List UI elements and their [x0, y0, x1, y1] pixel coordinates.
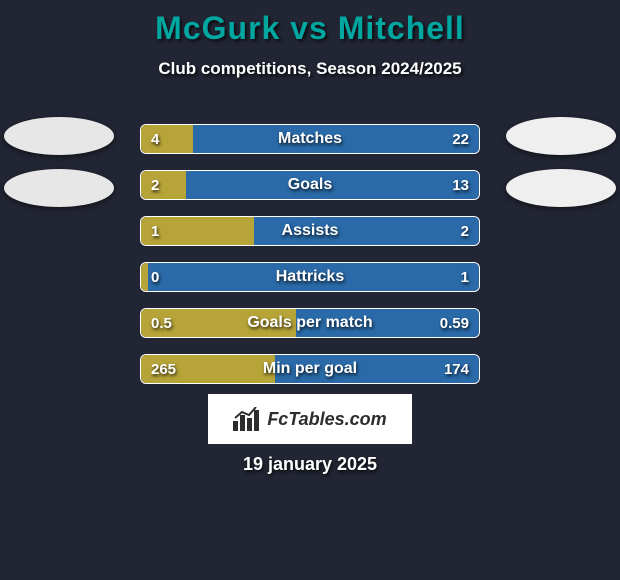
- subtitle: Club competitions, Season 2024/2025: [0, 59, 620, 79]
- club-badge-right-2: [506, 169, 616, 207]
- stat-value-right: 22: [452, 125, 469, 153]
- stat-row: 0.50.59Goals per match: [140, 308, 480, 338]
- stat-value-right: 2: [461, 217, 469, 245]
- stat-value-right: 1: [461, 263, 469, 291]
- bar-left-fill: [141, 171, 186, 199]
- stat-value-left: 1: [151, 217, 159, 245]
- club-badge-left-2: [4, 169, 114, 207]
- title-vs: vs: [290, 10, 328, 46]
- stat-value-left: 0.5: [151, 309, 172, 337]
- fctables-badge: FcTables.com: [208, 394, 412, 444]
- bar-right-fill: [254, 217, 479, 245]
- title: McGurk vs Mitchell: [0, 0, 620, 47]
- stat-row: 01Hattricks: [140, 262, 480, 292]
- stat-value-right: 13: [452, 171, 469, 199]
- club-badge-left: [4, 117, 114, 155]
- comparison-infographic: McGurk vs Mitchell Club competitions, Se…: [0, 0, 620, 580]
- bar-right-fill: [193, 125, 479, 153]
- stat-row: 12Assists: [140, 216, 480, 246]
- bar-left-fill: [141, 125, 193, 153]
- bar-right-fill: [186, 171, 479, 199]
- club-badge-right: [506, 117, 616, 155]
- fctables-text: FcTables.com: [267, 409, 386, 430]
- stat-value-left: 265: [151, 355, 176, 383]
- date-text: 19 january 2025: [0, 454, 620, 475]
- title-player2: Mitchell: [338, 10, 465, 46]
- stat-row: 422Matches: [140, 124, 480, 154]
- bar-left-fill: [141, 263, 148, 291]
- title-player1: McGurk: [155, 10, 280, 46]
- stat-row: 213Goals: [140, 170, 480, 200]
- stat-value-left: 4: [151, 125, 159, 153]
- stat-value-left: 0: [151, 263, 159, 291]
- stat-row: 265174Min per goal: [140, 354, 480, 384]
- stat-value-right: 0.59: [440, 309, 469, 337]
- stats-bars: 422Matches213Goals12Assists01Hattricks0.…: [140, 124, 480, 400]
- stat-value-right: 174: [444, 355, 469, 383]
- bar-chart-icon: [233, 407, 261, 431]
- bar-right-fill: [148, 263, 479, 291]
- stat-value-left: 2: [151, 171, 159, 199]
